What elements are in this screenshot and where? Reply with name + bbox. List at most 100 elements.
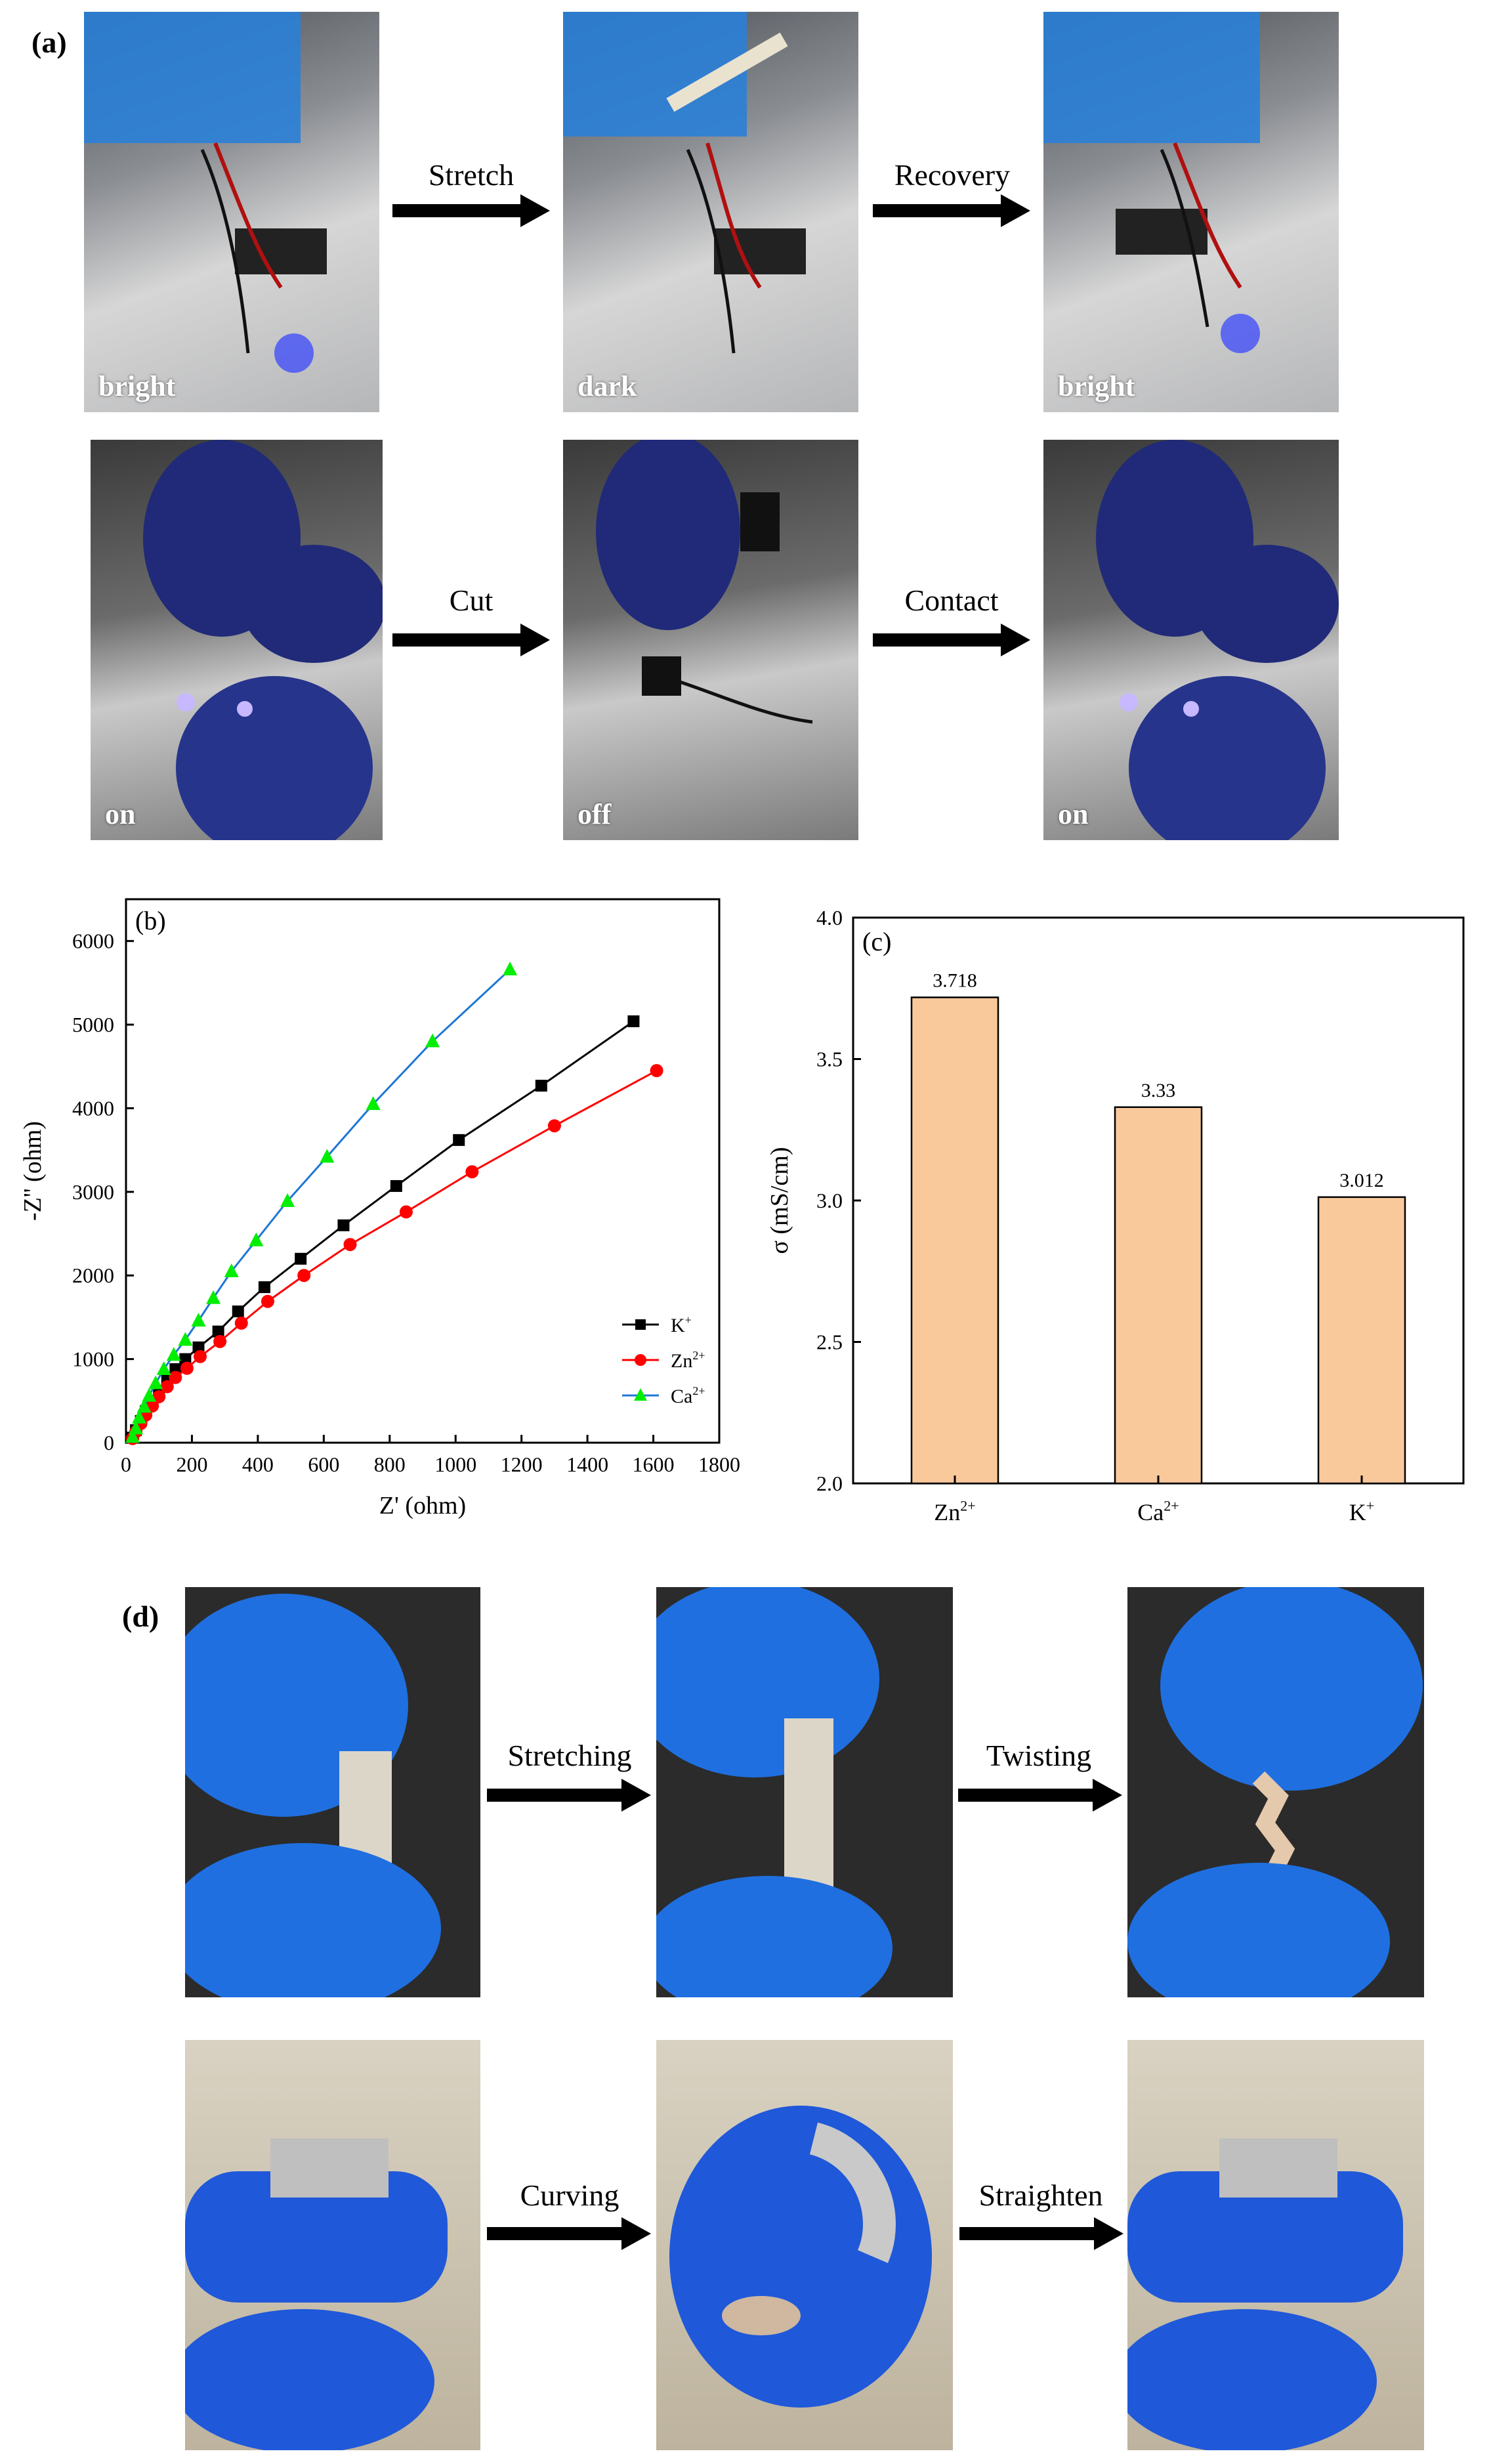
legend-entry: Ca2+: [622, 1384, 705, 1407]
nyquist-plot: (b) 0 200 400 600 800 1000 1200 1400 1600 1800 0 100…: [19, 898, 740, 1519]
x-tick-label: 1200: [501, 1453, 543, 1476]
arrow-right-icon: [392, 624, 550, 656]
x-tick-label: 1600: [633, 1453, 675, 1476]
photo-caption: bright: [98, 370, 176, 402]
data-point: [156, 1361, 171, 1375]
x-tick-label: 800: [374, 1453, 406, 1476]
legend-entry: Zn2+: [622, 1349, 705, 1372]
y-axis-label: -Z'' (ohm): [19, 1121, 47, 1221]
data-point: [635, 1319, 646, 1330]
arrow-right-icon: [487, 2217, 651, 2250]
arrow-label-twisting: Twisting: [986, 1739, 1092, 1772]
y-tick-label: 2.5: [816, 1330, 843, 1354]
data-point: [249, 1232, 264, 1246]
data-point: [261, 1294, 274, 1308]
data-point: [166, 1347, 181, 1361]
data-point: [129, 1420, 144, 1435]
y-tick-label: 6000: [72, 929, 114, 953]
data-point: [295, 1252, 307, 1265]
y-tick-label: 0: [104, 1431, 114, 1455]
legend-label: K+: [671, 1313, 692, 1336]
data-point: [178, 1332, 193, 1346]
arrow-right-icon: [873, 624, 1030, 656]
data-point: [650, 1064, 663, 1078]
data-point: [194, 1349, 207, 1363]
data-point: [280, 1193, 295, 1207]
legend-label: Zn2+: [671, 1349, 705, 1372]
panel-d-letter: (d): [122, 1600, 159, 1633]
y-tick-label: 4000: [72, 1096, 114, 1120]
data-point: [390, 1179, 402, 1192]
arrow-label-stretching: Stretching: [507, 1739, 632, 1772]
bar-value-label: 3.33: [1141, 1080, 1176, 1101]
y-tick-label: 2000: [72, 1264, 114, 1287]
photo-d-straightened: [1127, 2040, 1424, 2450]
x-tick-label: Zn2+: [934, 1498, 975, 1525]
data-point: [297, 1269, 311, 1283]
legend-entry: K+: [622, 1313, 692, 1336]
data-point: [453, 1134, 465, 1146]
data-point: [160, 1380, 174, 1393]
data-point: [627, 1015, 640, 1027]
photo-caption: dark: [578, 370, 637, 402]
photo-a-cut-initial: on: [91, 440, 383, 840]
plot-frame: [125, 898, 721, 1444]
x-tick-label: 600: [308, 1453, 339, 1476]
arrow-right-icon: [959, 2217, 1124, 2250]
photo-caption: off: [578, 798, 612, 830]
y-tick-label: 2.0: [816, 1472, 843, 1495]
arrow-right-icon: [487, 1779, 651, 1812]
panel-b-letter: (b): [135, 906, 166, 935]
photo-d-curved: [656, 2040, 953, 2450]
data-point: [206, 1290, 221, 1304]
y-tick-label: 5000: [72, 1013, 114, 1036]
data-point: [169, 1370, 182, 1384]
panel-a-letter: (a): [32, 26, 67, 59]
data-point: [258, 1281, 270, 1294]
y-tick-label: 3.5: [816, 1048, 843, 1071]
panel-c-letter: (c): [862, 927, 891, 956]
data-point: [180, 1361, 194, 1375]
bar-value-label: 3.718: [933, 970, 977, 992]
data-point: [213, 1334, 227, 1348]
photo-d-stretch-initial: [185, 1587, 480, 1997]
y-tick-label: 3000: [72, 1180, 114, 1204]
data-point: [191, 1313, 206, 1327]
series-line: [131, 1069, 658, 1439]
x-tick-label: Ca2+: [1137, 1498, 1179, 1525]
arrow-right-icon: [392, 194, 550, 227]
data-point: [425, 1033, 440, 1048]
photo-a-stretch-initial: bright: [84, 12, 379, 412]
x-tick-label: 0: [121, 1453, 131, 1476]
x-tick-label: 1800: [698, 1453, 740, 1476]
data-point: [212, 1325, 224, 1338]
series-k: [127, 1015, 640, 1444]
data-point: [136, 1399, 152, 1413]
bar: [1114, 1106, 1203, 1485]
series-ca: [125, 962, 518, 1443]
arrow-label-recovery: Recovery: [894, 158, 1011, 192]
data-point: [148, 1375, 163, 1390]
data-point: [337, 1219, 350, 1231]
legend-label: Ca2+: [671, 1384, 705, 1407]
photo-d-curve-initial: [185, 2040, 480, 2450]
data-point: [343, 1238, 357, 1252]
data-point: [399, 1205, 413, 1219]
data-point: [320, 1149, 335, 1163]
x-tick-label: K+: [1349, 1498, 1374, 1525]
bar: [1317, 1196, 1406, 1485]
arrow-label-curving: Curving: [520, 2178, 620, 2212]
data-point: [152, 1390, 166, 1403]
photo-d-stretched: [656, 1587, 953, 1997]
y-tick-label: 4.0: [816, 906, 843, 929]
data-point: [547, 1119, 561, 1133]
data-point: [635, 1354, 646, 1366]
data-point: [142, 1388, 157, 1402]
data-point: [535, 1080, 547, 1092]
data-point: [232, 1306, 244, 1318]
bar: [910, 996, 999, 1485]
conductivity-bar-chart: (c) 2.0 2.5 3.0 3.5 4.0 σ (mS/cm) 3.718 Zn2+ 3.33…: [766, 906, 1465, 1525]
x-tick-label: 1400: [566, 1453, 608, 1476]
photo-a-stretch-recovered: bright: [1043, 12, 1339, 412]
y-axis-label: σ (mS/cm): [766, 1147, 793, 1254]
